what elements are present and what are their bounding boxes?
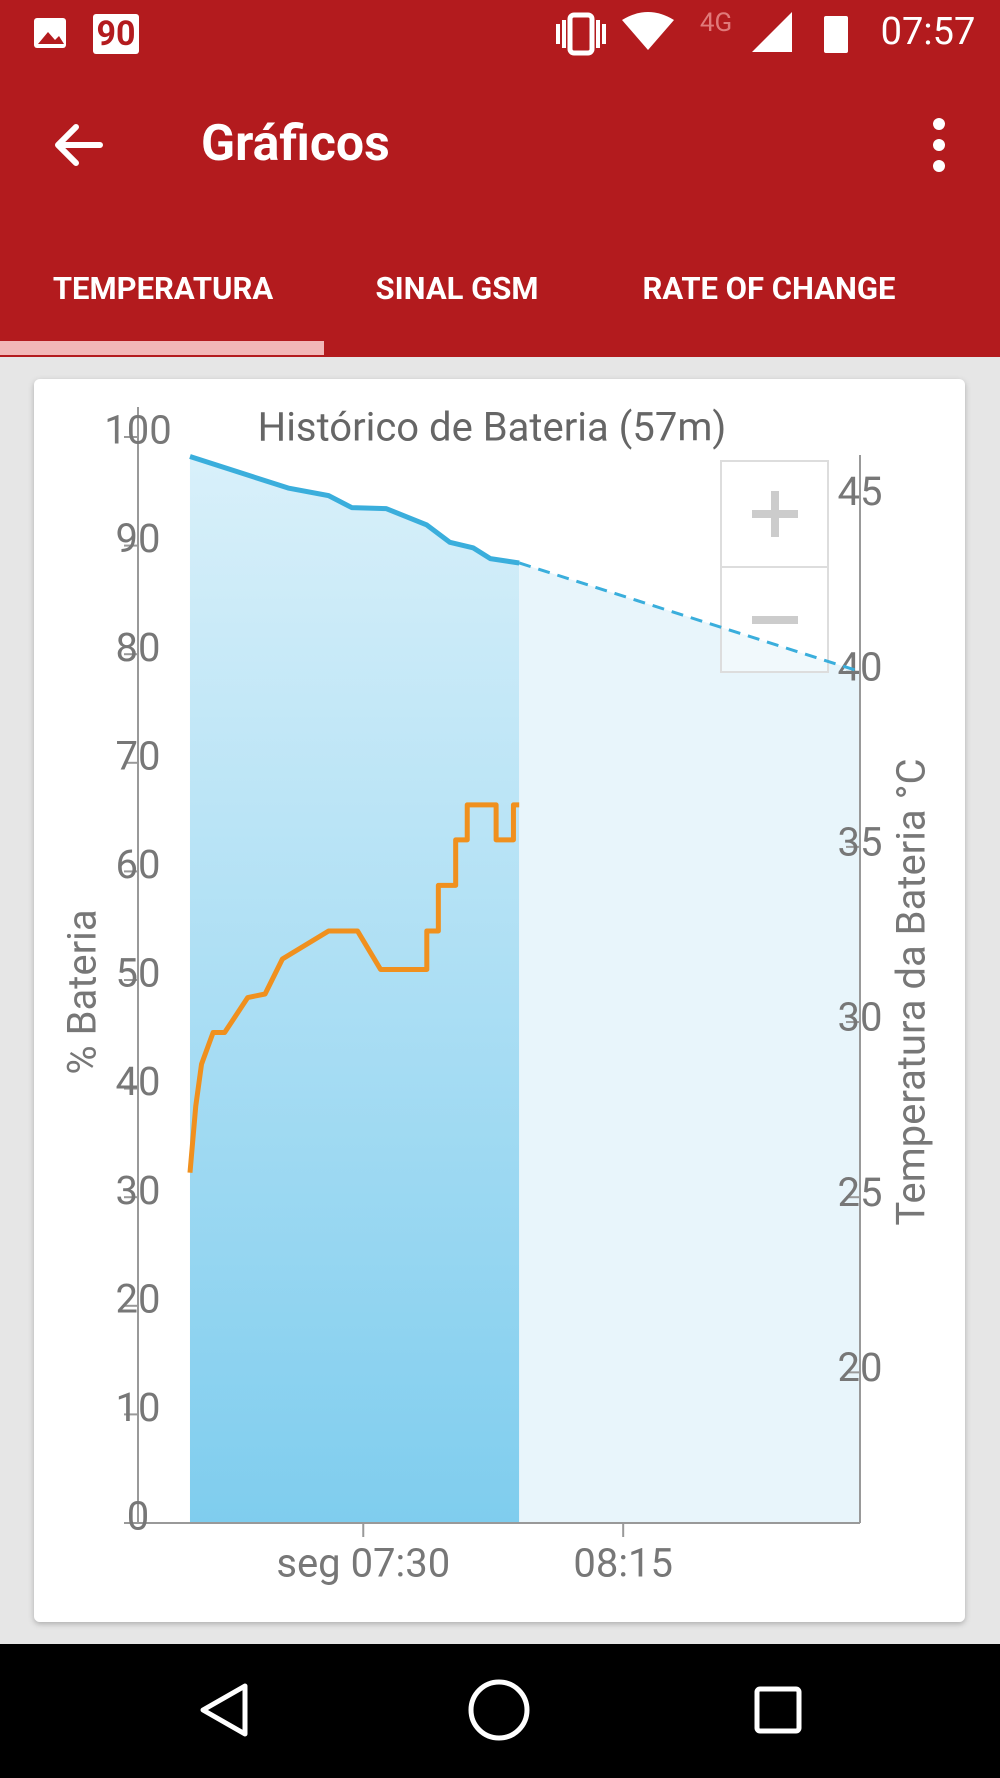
chart-title: Histórico de Bateria (57m)	[258, 404, 727, 451]
series-line	[187, 802, 520, 1173]
y-tick-label: 0	[127, 1493, 149, 1540]
badge-box	[93, 14, 139, 54]
battery-icon	[824, 16, 848, 53]
network-type: 4G	[700, 8, 732, 38]
x-tick-label: seg 07:30	[276, 1540, 450, 1587]
y-tick-label: 50	[116, 950, 161, 997]
area-fill	[519, 562, 860, 1523]
y-tick-label: 100	[104, 407, 171, 454]
y-axis-title: % Bateria	[59, 909, 106, 1074]
y-tick-label: 90	[116, 515, 161, 562]
nav-back[interactable]	[200, 1683, 248, 1737]
y2-tick-label: 35	[838, 818, 883, 865]
overflow-menu[interactable]	[933, 118, 945, 172]
toolbar-title: Gráficos	[201, 115, 390, 173]
tab[interactable]: SINAL GSM	[376, 270, 539, 307]
nav-recents[interactable]	[754, 1686, 802, 1734]
series-line	[189, 454, 520, 566]
y-tick-label: 40	[116, 1058, 161, 1105]
nav-bar	[0, 1644, 1000, 1778]
tab[interactable]: TEMPERATURA	[53, 270, 274, 307]
back-button[interactable]	[55, 124, 103, 166]
wifi-icon	[622, 12, 674, 50]
y2-axis-title: Temperatura da Bateria °C	[888, 758, 935, 1225]
tab-indicator	[0, 341, 324, 355]
y-tick-label: 30	[116, 1167, 161, 1214]
y-tick-label: 10	[116, 1384, 161, 1431]
zoom-in[interactable]	[752, 491, 798, 537]
y-tick-label: 80	[116, 624, 161, 671]
y-tick-label: 70	[116, 732, 161, 779]
y2-tick-label: 20	[838, 1344, 883, 1391]
y-tick-label: 60	[116, 841, 161, 888]
signal-icon	[752, 12, 792, 52]
nav-home[interactable]	[468, 1679, 530, 1741]
y2-tick-label: 45	[838, 468, 883, 515]
tab[interactable]: RATE OF CHANGE	[643, 270, 896, 307]
vibrate-icon	[567, 12, 595, 56]
clock: 07:57	[881, 10, 976, 54]
gallery-icon-shape	[38, 32, 64, 44]
vibrate-waves	[556, 20, 606, 48]
chart: Histórico de Bateria (57m) % Bateria Tem…	[59, 404, 935, 1587]
y2-tick-label: 30	[838, 994, 883, 1041]
x-tick-label: 08:15	[573, 1540, 673, 1587]
y-tick-label: 20	[116, 1275, 161, 1322]
area-fill	[189, 456, 520, 1524]
badge: 90	[96, 14, 135, 54]
y2-tick-label: 25	[838, 1169, 883, 1216]
app-bar	[0, 0, 1000, 357]
